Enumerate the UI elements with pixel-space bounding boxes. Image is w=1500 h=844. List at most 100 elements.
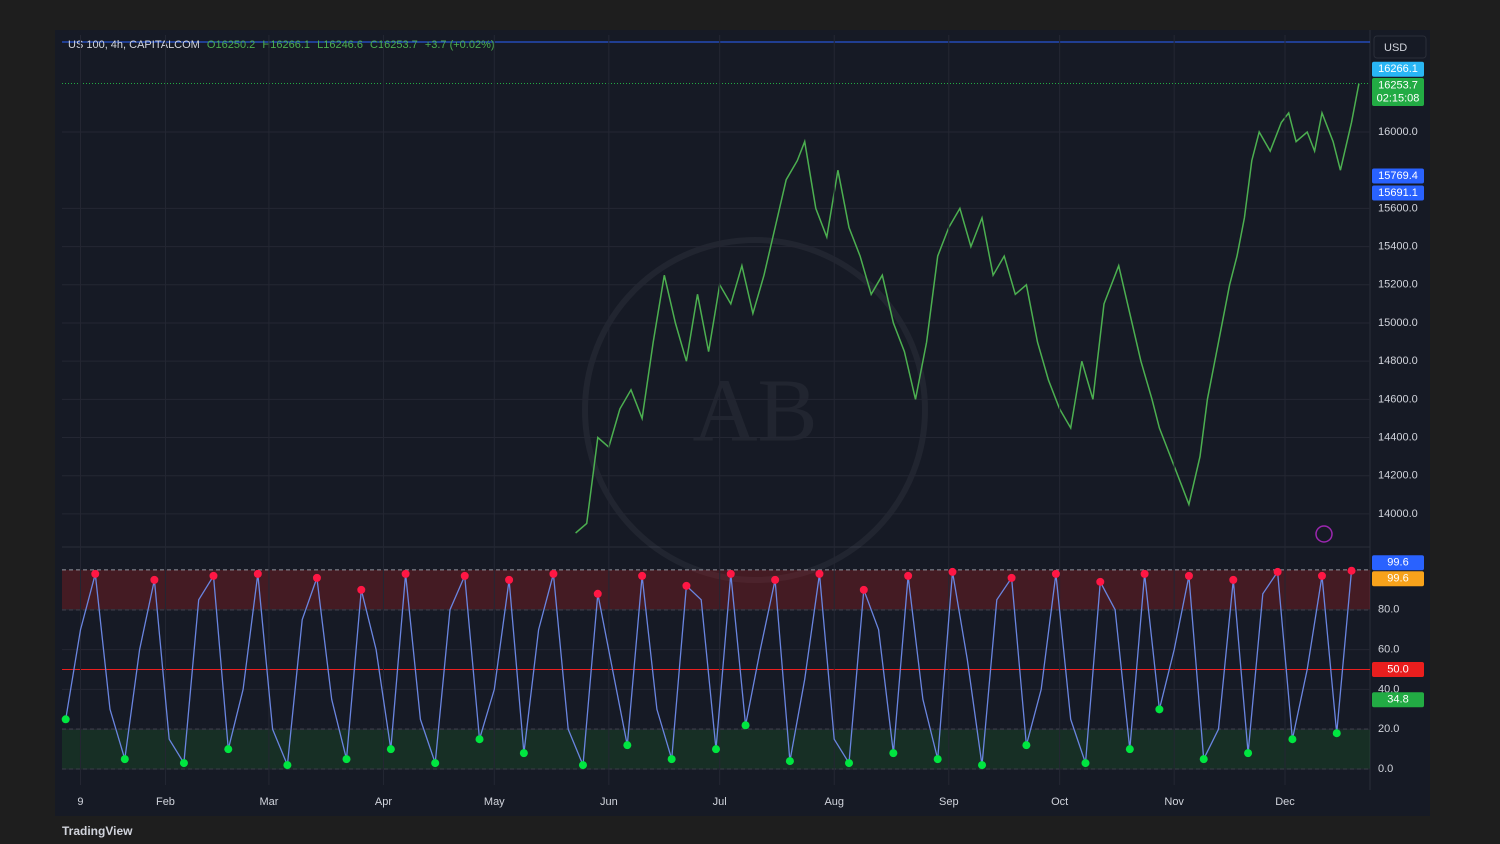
price-tag-label: 15691.1: [1378, 187, 1418, 199]
series-line: [65, 570, 1353, 766]
oversold-dot: [120, 755, 129, 764]
oversold-dot: [475, 735, 484, 744]
price-tag-label: 16253.7: [1378, 79, 1418, 91]
y-tick-label: 80.0: [1378, 604, 1399, 616]
oversold-dot: [623, 741, 632, 750]
price-tag-label: 99.6: [1387, 573, 1408, 585]
overbought-dot: [460, 571, 469, 580]
x-tick-label: Jun: [600, 796, 618, 808]
x-tick-label: May: [484, 796, 505, 808]
x-tick-label: Jul: [713, 796, 727, 808]
oversold-dot: [1332, 729, 1341, 738]
oversold-dot: [1288, 735, 1297, 744]
y-tick-label: 15600.0: [1378, 202, 1418, 214]
y-tick-label: 15400.0: [1378, 240, 1418, 252]
overbought-dot: [150, 575, 159, 584]
overbought-dot: [357, 585, 366, 594]
overbought-dot: [1347, 566, 1356, 575]
x-tick-label: Mar: [259, 796, 278, 808]
overbought-dot: [1140, 569, 1149, 578]
oversold-dot: [1125, 745, 1134, 754]
chart-panel: [55, 30, 1430, 816]
overbought-dot: [859, 585, 868, 594]
currency[interactable]: USD: [1384, 42, 1407, 54]
overbought-dot: [1273, 567, 1282, 576]
currency-box[interactable]: [1373, 35, 1427, 59]
oversold-dot: [1155, 705, 1164, 714]
price-tag: [1372, 571, 1424, 587]
price-tag: [1372, 168, 1424, 184]
oversold-dot: [667, 755, 676, 764]
y-tick-label: 20.0: [1378, 723, 1399, 735]
watermark: [582, 237, 928, 583]
overbought-dot: [312, 573, 321, 582]
legend-header: US 100, 4h, CAPITALCOM O16250.2 H16266.1…: [68, 39, 495, 51]
oversold-dot: [179, 759, 188, 768]
close: C16253.7: [370, 39, 418, 51]
change: +3.7 (+0.02%): [425, 39, 495, 51]
overbought-dot: [549, 569, 558, 578]
overbought-dot: [948, 567, 957, 576]
price-tag-label: 15769.4: [1378, 170, 1418, 182]
y-tick-label: 14200.0: [1378, 470, 1418, 482]
countdown: 02:15:08: [1377, 92, 1420, 104]
oversold-dot: [933, 755, 942, 764]
y-tick-label: 60.0: [1378, 643, 1399, 655]
oversold-dot: [978, 761, 987, 770]
overbought-dot: [904, 571, 913, 580]
overbought-dot: [401, 569, 410, 578]
y-tick-label: 14000.0: [1378, 508, 1418, 520]
oversold-dot: [431, 759, 440, 768]
x-tick-label: Oct: [1051, 796, 1068, 808]
oversold-dot: [785, 757, 794, 766]
price-tag-label: 34.8: [1387, 694, 1408, 706]
price-tag: [1372, 661, 1424, 677]
x-tick-label: 9: [77, 796, 83, 808]
price-tag: [1372, 185, 1424, 201]
x-tick-label: Nov: [1164, 796, 1184, 808]
oversold-dot: [578, 761, 587, 770]
oversold-dot: [224, 745, 233, 754]
overbought-dot: [593, 589, 602, 598]
oversold-dot: [889, 749, 898, 758]
x-tick-label: Sep: [939, 796, 959, 808]
y-tick-label: 14600.0: [1378, 393, 1418, 405]
oversold-dot: [342, 755, 351, 764]
overbought-dot: [1317, 571, 1326, 580]
y-tick-label: 15000.0: [1378, 317, 1418, 329]
oversold-dot: [1081, 759, 1090, 768]
overbought-dot: [91, 569, 100, 578]
x-tick-label: Apr: [375, 796, 392, 808]
brand: TradingView: [62, 824, 133, 838]
y-tick-label: 16000.0: [1378, 126, 1418, 138]
price-tag: [1372, 692, 1424, 708]
watermark-text: AB: [692, 362, 817, 461]
oversold-dot: [1022, 741, 1031, 750]
x-tick-label: Aug: [824, 796, 844, 808]
price-tag: [1372, 61, 1424, 77]
open: O16250.2: [207, 39, 255, 51]
overbought-dot: [815, 569, 824, 578]
symbol: US 100, 4h, CAPITALCOM: [68, 39, 200, 51]
price-tag: [1372, 555, 1424, 571]
series-line: [575, 83, 1360, 534]
oversold-dot: [1244, 749, 1253, 758]
x-tick-label: Dec: [1275, 796, 1295, 808]
y-tick-label: 14800.0: [1378, 355, 1418, 367]
overbought-dot: [1229, 575, 1238, 584]
price-tag-label: 16266.1: [1378, 63, 1418, 75]
high: H16266.1: [262, 39, 310, 51]
alert-icon[interactable]: [1315, 525, 1333, 543]
overbought-dot: [253, 569, 262, 578]
overbought-dot: [726, 569, 735, 578]
overbought-zone: [62, 569, 1370, 610]
overbought-dot: [1051, 569, 1060, 578]
overbought-dot: [209, 571, 218, 580]
oversold-dot: [845, 759, 854, 768]
overbought-dot: [1184, 571, 1193, 580]
overbought-dot: [771, 575, 780, 584]
y-tick-label: 14400.0: [1378, 431, 1418, 443]
oversold-dot: [1199, 755, 1208, 764]
oversold-dot: [386, 745, 395, 754]
